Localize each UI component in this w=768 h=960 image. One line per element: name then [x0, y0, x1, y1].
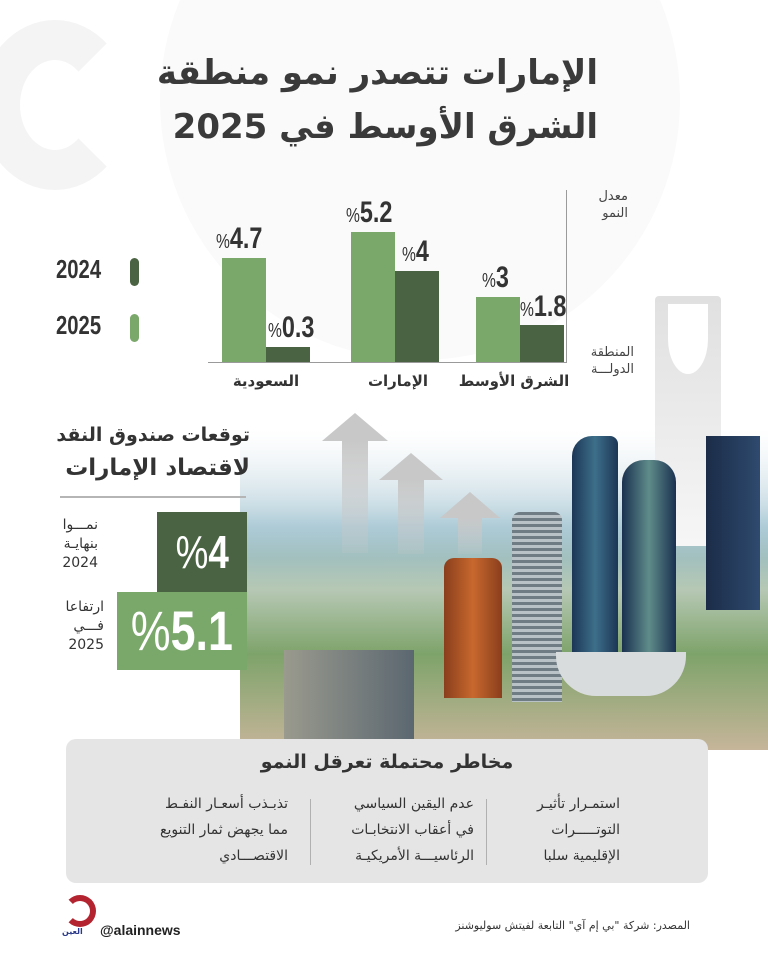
- category-label-mideast: الشرق الأوسط: [458, 372, 570, 390]
- kingdom-tower-opening: [668, 304, 708, 374]
- risk-divider: [486, 799, 487, 865]
- bar-uae-2024: [395, 271, 439, 362]
- x-axis-line: [208, 362, 567, 363]
- imf-note-2025: ارتفاعا فـــي 2025: [65, 599, 104, 653]
- y-axis-line: [566, 190, 567, 362]
- category-label-uae: الإمارات: [367, 372, 429, 390]
- legend-label: 2025: [56, 310, 102, 340]
- imf-note-2024: نمـــوا بنهايـة 2024: [62, 517, 98, 571]
- risks-title: مخاطر محتملة تعرقل النمو: [260, 751, 514, 773]
- x-axis-title: المنطقة الدولـــة: [590, 345, 634, 377]
- foreground-buildings: [284, 650, 414, 740]
- risk-item-us-election-uncertainty: عدم اليقين السياسي في أعقاب الانتخابـات …: [351, 796, 474, 864]
- cylindrical-tower: [512, 512, 562, 702]
- dark-glass-tower: [706, 436, 760, 610]
- y-axis-title: معدل النمو: [598, 189, 628, 221]
- page-title: الإمارات تتصدر نمو منطقة الشرق الأوسط في…: [138, 46, 598, 154]
- legend-label: 2024: [56, 254, 102, 284]
- risk-item-regional-tensions: استمـرار تأثيـر التوتـــــرات الإقليمية …: [537, 796, 620, 864]
- legend-item-2025: 2025: [56, 310, 139, 342]
- imf-value-box-2024: %4: [157, 512, 247, 592]
- etihad-tower-2: [622, 460, 676, 660]
- bar-saudi-2025: [222, 258, 266, 362]
- value-label-mideast-2025: %3: [482, 261, 509, 294]
- value-label-uae-2025: %5.2: [346, 196, 393, 229]
- bar-mideast-2025: [476, 297, 520, 362]
- risk-item-oil-price-volatility: تذبـذب أسعـار النفـط مما يجهض ثمار التنو…: [160, 796, 288, 864]
- value-label-uae-2024: %4: [402, 235, 429, 268]
- value-label-saudi-2025: %4.7: [216, 222, 263, 255]
- alain-logo-icon: [64, 895, 96, 927]
- bar-saudi-2024: [266, 347, 310, 362]
- background-watermark-logo: [0, 20, 130, 190]
- bar-uae-2025: [351, 232, 395, 362]
- title-line-2: الشرق الأوسط في 2025: [172, 107, 598, 147]
- legend-item-2024: 2024: [56, 254, 139, 286]
- social-handle[interactable]: @alainnews: [100, 922, 181, 938]
- category-label-saudi: السعودية: [232, 372, 300, 390]
- tower-podium: [556, 652, 686, 696]
- value-label-mideast-2024: %1.8: [520, 290, 567, 323]
- imf-value-box-2025: %5.1: [117, 592, 247, 670]
- imf-divider: [60, 496, 246, 498]
- source-note: المصدر: شركة "بي إم آي" التابعة لفيتش سو…: [455, 919, 690, 932]
- bab-al-qasr-tower: [444, 558, 502, 698]
- imf-forecast-title: توقعات صندوق النقد لاقتصاد الإمارات: [56, 424, 250, 481]
- bar-mideast-2024: [520, 325, 564, 362]
- legend-swatch-2024: [130, 258, 139, 286]
- risk-divider: [310, 799, 311, 865]
- value-label-saudi-2024: %0.3: [268, 311, 315, 344]
- legend-swatch-2025: [130, 314, 139, 342]
- alain-logo-text: العين: [62, 927, 83, 936]
- risks-panel: مخاطر محتملة تعرقل النمو استمـرار تأثيـر…: [66, 739, 708, 883]
- etihad-tower-1: [572, 436, 618, 662]
- title-line-1: الإمارات تتصدر نمو منطقة: [156, 53, 598, 93]
